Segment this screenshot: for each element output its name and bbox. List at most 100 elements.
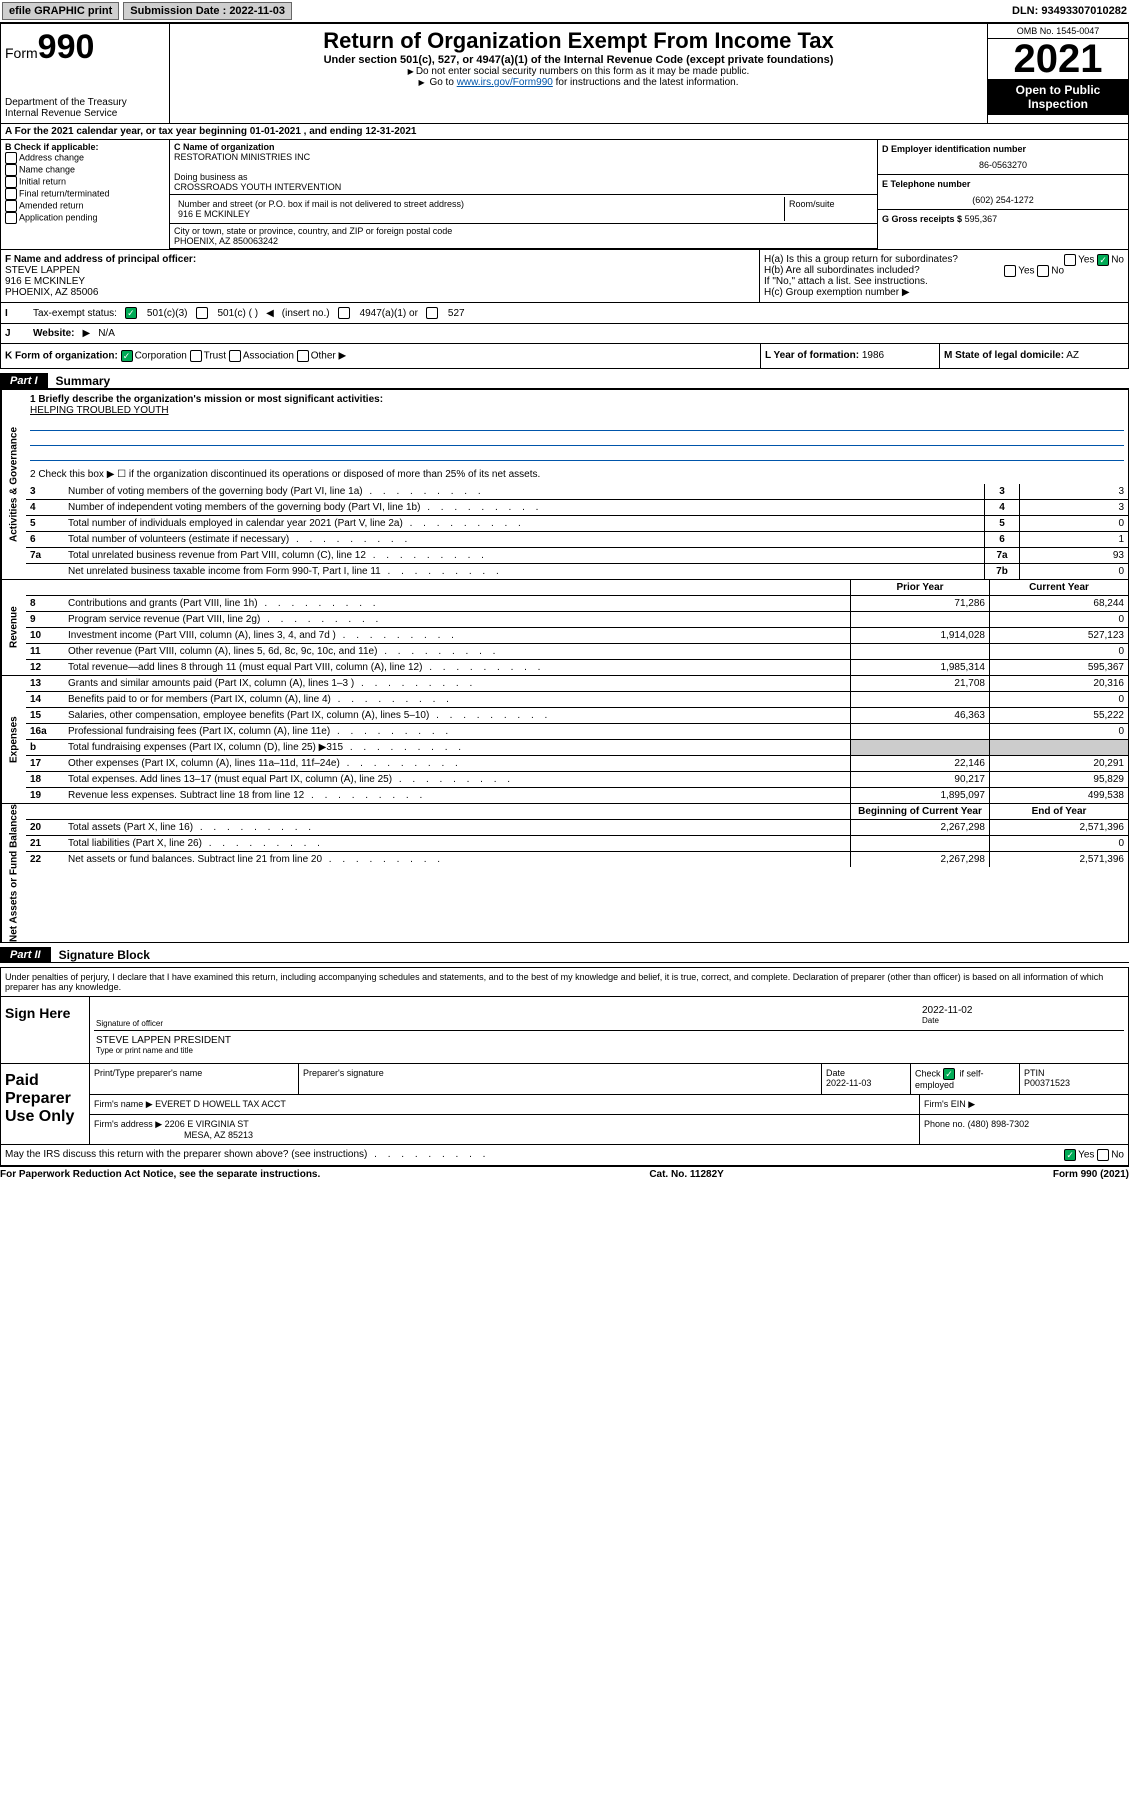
check-address-change[interactable]: Address change (5, 152, 165, 164)
tax-status-label: Tax-exempt status: (33, 308, 117, 319)
irs-label: Internal Revenue Service (5, 108, 165, 119)
check-application-pending[interactable]: Application pending (5, 212, 165, 224)
assoc-check[interactable] (229, 350, 241, 362)
governance-body: 1 Briefly describe the organization's mi… (26, 390, 1128, 579)
section-c: C Name of organization RESTORATION MINIS… (170, 140, 877, 249)
preparer-header-row: Print/Type preparer's name Preparer's si… (90, 1064, 1128, 1095)
top-bar: efile GRAPHIC print Submission Date : 20… (0, 0, 1129, 24)
q1-label: 1 Briefly describe the organization's mi… (30, 394, 1124, 405)
i-marker: I (5, 308, 25, 319)
hb-yes-check[interactable] (1004, 265, 1016, 277)
firm-address-row: Firm's address ▶ 2206 E VIRGINIA ST MESA… (90, 1115, 1128, 1144)
ha-label: H(a) Is this a group return for subordin… (764, 254, 958, 265)
signature-field: Signature of officer 2022-11-02 Date (94, 1003, 1124, 1031)
city-value: PHOENIX, AZ 850063242 (174, 236, 873, 246)
officer-name: STEVE LAPPEN (5, 265, 755, 276)
discuss-text: May the IRS discuss this return with the… (5, 1149, 489, 1161)
room-suite-label: Room/suite (785, 197, 873, 221)
efile-print-button[interactable]: efile GRAPHIC print (2, 2, 119, 20)
signature-block: Under penalties of perjury, I declare th… (0, 967, 1129, 1166)
table-row: 19Revenue less expenses. Subtract line 1… (26, 788, 1128, 803)
sig-officer-label: Signature of officer (96, 1019, 922, 1028)
header-left: Form990 Department of the Treasury Inter… (1, 24, 170, 123)
netassets-header-row: Beginning of Current Year End of Year (26, 804, 1128, 820)
street-row: Number and street (or P.O. box if mail i… (170, 195, 877, 224)
ein-value: 86-0563270 (882, 160, 1124, 170)
other-check[interactable] (297, 350, 309, 362)
part2-tab: Part II (0, 947, 51, 963)
sign-date-label: Date (922, 1016, 1122, 1025)
hb-note: If "No," attach a list. See instructions… (764, 276, 1124, 287)
form-title: Return of Organization Exempt From Incom… (174, 28, 983, 54)
check-name-change[interactable]: Name change (5, 164, 165, 176)
block-bcd: B Check if applicable: Address change Na… (0, 140, 1129, 249)
trust-check[interactable] (190, 350, 202, 362)
preparer-row: Paid Preparer Use Only Print/Type prepar… (1, 1063, 1128, 1144)
netassets-body: Beginning of Current Year End of Year 20… (26, 804, 1128, 942)
hb-no-check[interactable] (1037, 265, 1049, 277)
hb-row: H(b) Are all subordinates included? Yes … (764, 265, 1124, 276)
name-field: STEVE LAPPEN PRESIDENT Type or print nam… (94, 1033, 1124, 1057)
table-row: 8Contributions and grants (Part VIII, li… (26, 596, 1128, 612)
table-row: 4Number of independent voting members of… (26, 500, 1128, 516)
corp-check[interactable] (121, 350, 133, 362)
discuss-no-check[interactable] (1097, 1149, 1109, 1161)
section-b-label: B Check if applicable: (5, 142, 165, 152)
org-name-cell: C Name of organization RESTORATION MINIS… (170, 140, 877, 195)
check-initial-return[interactable]: Initial return (5, 176, 165, 188)
check-final-return[interactable]: Final return/terminated (5, 188, 165, 200)
street-value: 916 E MCKINLEY (178, 209, 780, 219)
street-label: Number and street (or P.O. box if mail i… (178, 199, 780, 209)
submission-date-button[interactable]: Submission Date : 2022-11-03 (123, 2, 292, 20)
table-row: bTotal fundraising expenses (Part IX, co… (26, 740, 1128, 756)
goto-suffix: for instructions and the latest informat… (553, 77, 739, 88)
table-row: 17Other expenses (Part IX, column (A), l… (26, 756, 1128, 772)
website-label: Website: (33, 328, 75, 339)
block-fh: F Name and address of principal officer:… (0, 249, 1129, 303)
q1-value: HELPING TROUBLED YOUTH (30, 405, 1124, 416)
preparer-table: Print/Type preparer's name Preparer's si… (90, 1064, 1128, 1144)
dba-label: Doing business as (174, 172, 873, 182)
table-row: 22Net assets or fund balances. Subtract … (26, 852, 1128, 867)
ha-yes-check[interactable] (1064, 254, 1076, 266)
goto-prefix: Go to (429, 77, 456, 88)
table-row: 15Salaries, other compensation, employee… (26, 708, 1128, 724)
prep-date-label: Date (826, 1068, 906, 1078)
preparer-label: Paid Preparer Use Only (1, 1064, 90, 1144)
table-row: 7aTotal unrelated business revenue from … (26, 548, 1128, 564)
website-note: Go to www.irs.gov/Form990 for instructio… (174, 77, 983, 88)
dln-label: DLN: 93493307010282 (1012, 5, 1127, 17)
begin-year-header: Beginning of Current Year (850, 804, 989, 819)
check-amended-return[interactable]: Amended return (5, 200, 165, 212)
form-number: Form990 (5, 28, 165, 67)
expenses-body: 13Grants and similar amounts paid (Part … (26, 676, 1128, 803)
discuss-row: May the IRS discuss this return with the… (1, 1144, 1128, 1165)
declaration-text: Under penalties of perjury, I declare th… (1, 968, 1128, 996)
q2-text: 2 Check this box ▶ ☐ if the organization… (30, 469, 1124, 480)
section-f-label: F Name and address of principal officer: (5, 254, 755, 265)
expenses-section: Expenses 13Grants and similar amounts pa… (0, 676, 1129, 804)
self-employed-check[interactable] (943, 1068, 955, 1080)
part1-tab: Part I (0, 373, 48, 389)
hb-label: H(b) Are all subordinates included? (764, 265, 920, 276)
phone-label: E Telephone number (882, 179, 1124, 189)
website-value: N/A (98, 328, 115, 339)
ptin-label: PTIN (1024, 1068, 1124, 1078)
mission-line (30, 433, 1124, 446)
form-prefix: Form (5, 45, 38, 61)
table-row: 11Other revenue (Part VIII, column (A), … (26, 644, 1128, 660)
4947-check[interactable] (338, 307, 350, 319)
ssn-note: Do not enter social security numbers on … (174, 66, 983, 77)
501c3-check[interactable] (125, 307, 137, 319)
gross-value: 595,367 (965, 214, 998, 224)
501c-check[interactable] (196, 307, 208, 319)
hc-row: H(c) Group exemption number ▶ (764, 287, 1124, 298)
527-check[interactable] (426, 307, 438, 319)
table-row: 5Total number of individuals employed in… (26, 516, 1128, 532)
ha-no-check[interactable] (1097, 254, 1109, 266)
section-h: H(a) Is this a group return for subordin… (760, 250, 1128, 302)
part2-header: Part II Signature Block (0, 947, 1129, 963)
discuss-yes-check[interactable] (1064, 1149, 1076, 1161)
irs-form990-link[interactable]: www.irs.gov/Form990 (457, 77, 553, 88)
sign-here-row: Sign Here Signature of officer 2022-11-0… (1, 996, 1128, 1063)
